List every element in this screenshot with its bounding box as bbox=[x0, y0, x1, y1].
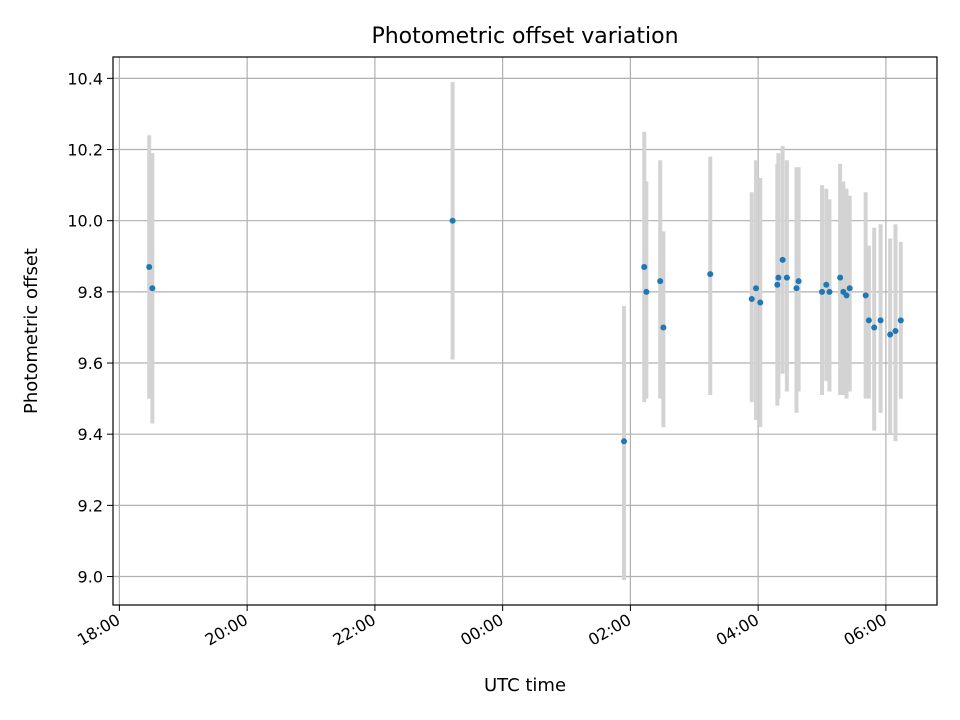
x-axis-label: UTC time bbox=[484, 675, 566, 696]
y-tick-label: 9.6 bbox=[78, 354, 103, 373]
data-point bbox=[707, 271, 714, 278]
data-point bbox=[660, 324, 667, 331]
data-point bbox=[449, 217, 456, 224]
data-point bbox=[871, 324, 878, 331]
data-point bbox=[795, 278, 802, 285]
data-point bbox=[819, 288, 826, 295]
y-tick-label: 9.2 bbox=[78, 496, 103, 515]
y-axis-ticks: 9.0 9.2 9.4 9.6 9.8 10.0 10.2 10.4 bbox=[67, 69, 113, 587]
y-tick-label: 9.0 bbox=[78, 568, 103, 587]
data-point bbox=[846, 285, 853, 292]
data-point bbox=[783, 274, 790, 281]
data-point bbox=[641, 263, 648, 270]
x-axis-ticks: 18:00 20:00 22:00 00:00 02:00 04:00 06:00 bbox=[74, 605, 890, 650]
data-point bbox=[892, 328, 899, 334]
x-tick-label: 06:00 bbox=[840, 610, 889, 650]
y-tick-label: 9.8 bbox=[78, 283, 103, 302]
data-point bbox=[779, 256, 786, 263]
data-point bbox=[843, 292, 850, 299]
chart-title: Photometric offset variation bbox=[371, 24, 678, 49]
x-tick-label: 04:00 bbox=[713, 610, 762, 650]
data-point bbox=[748, 295, 755, 302]
data-point bbox=[887, 331, 894, 338]
data-point bbox=[823, 281, 830, 288]
y-tick-label: 10.4 bbox=[67, 69, 103, 88]
y-axis-label: Photometric offset bbox=[21, 248, 42, 414]
data-point bbox=[793, 285, 800, 292]
data-point bbox=[837, 274, 844, 281]
y-tick-label: 9.4 bbox=[78, 425, 103, 444]
data-point bbox=[877, 317, 884, 324]
data-point bbox=[865, 317, 872, 324]
data-point bbox=[862, 292, 869, 299]
data-point bbox=[775, 274, 782, 281]
data-point bbox=[897, 317, 904, 324]
data-point bbox=[146, 263, 153, 270]
x-tick-label: 22:00 bbox=[329, 610, 378, 650]
data-point bbox=[826, 288, 833, 295]
data-point bbox=[774, 281, 781, 288]
data-point bbox=[757, 299, 764, 306]
grid bbox=[113, 57, 937, 605]
data-point bbox=[643, 288, 650, 295]
x-tick-label: 00:00 bbox=[457, 610, 506, 650]
data-point bbox=[753, 285, 760, 292]
y-tick-label: 10.0 bbox=[67, 212, 103, 231]
plot-frame bbox=[112, 56, 938, 606]
data-point bbox=[621, 438, 628, 445]
data-points bbox=[146, 217, 904, 445]
x-tick-label: 18:00 bbox=[74, 610, 123, 650]
y-tick-label: 10.2 bbox=[67, 141, 103, 160]
x-tick-label: 02:00 bbox=[585, 610, 634, 650]
data-point bbox=[657, 278, 664, 285]
data-point bbox=[149, 285, 156, 292]
x-tick-label: 20:00 bbox=[202, 610, 251, 650]
